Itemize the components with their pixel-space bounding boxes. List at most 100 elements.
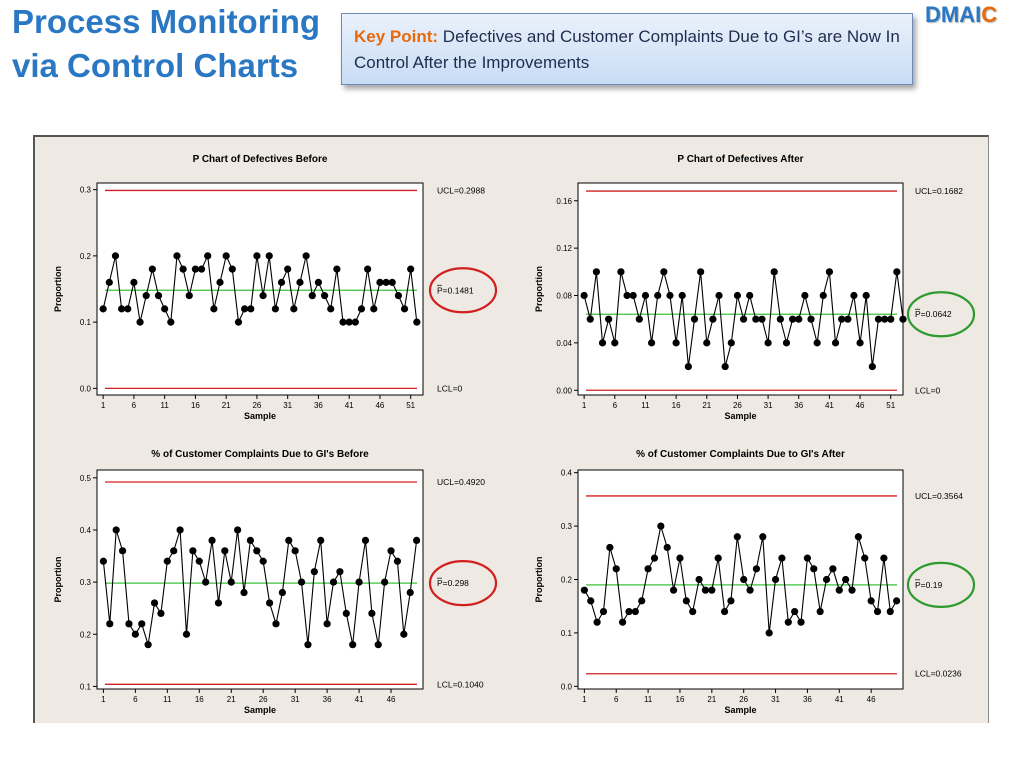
chart-4-ytick-label: 0.2	[561, 576, 573, 585]
chart-3-data-point	[265, 599, 274, 607]
chart-1-data-point	[222, 252, 230, 260]
chart-1-xlabel: Sample	[244, 411, 276, 421]
chart-2-data-point	[733, 291, 742, 300]
chart-4-xtick-label: 26	[739, 695, 748, 704]
chart-2-data-point	[715, 291, 723, 300]
chart-4-ytick-label: 0.1	[561, 629, 573, 638]
chart-4-data-point	[625, 607, 633, 616]
chart-1-xtick-label: 1	[101, 401, 106, 410]
chart-1-data-point	[154, 292, 163, 300]
chart-2-lcl-label: LCL=0	[915, 385, 941, 395]
chart-1-data-point	[179, 265, 187, 273]
chart-4-data-point	[829, 565, 837, 573]
chart-2-data-point	[881, 315, 889, 323]
chart-1-data-point	[197, 265, 206, 273]
chart-1-xtick-label: 46	[375, 401, 384, 410]
chart-1-data-point	[259, 292, 267, 300]
chart-1-center-label: P=0.1481	[437, 285, 474, 295]
chart-1-series-line	[102, 253, 418, 325]
chart-2-xtick-label: 31	[764, 401, 773, 410]
chart-4-data-point	[771, 575, 780, 584]
chart-2-data-point	[684, 362, 692, 371]
chart-1-data-point	[247, 305, 255, 313]
chart-2-xtick-label: 11	[641, 401, 650, 410]
key-point-callout: Key Point: Defectives and Customer Compl…	[341, 13, 913, 85]
chart-2-xtick-label: 6	[613, 401, 618, 410]
chart-3-xtick-label: 26	[259, 695, 268, 704]
chart-4-data-point	[810, 565, 818, 573]
chart-3-data-point	[310, 568, 318, 576]
chart-1-data-point	[191, 265, 200, 273]
chart-4-data-point	[861, 554, 869, 562]
chart-2-data-point	[697, 268, 705, 276]
chart-4-data-point	[873, 607, 882, 616]
chart-1-data-point	[234, 318, 243, 326]
chart-2-data-point	[893, 268, 901, 276]
chart-2-data-point	[586, 315, 594, 323]
chart-3-data-point	[150, 599, 159, 607]
chart-2-data-point	[856, 339, 864, 347]
chart-1-data-point	[142, 292, 150, 300]
chart-1-plot-area	[96, 182, 424, 396]
chart-2-data-point	[899, 315, 907, 323]
chart-3-ylabel: Proportion	[53, 557, 63, 603]
chart-4-data-point	[816, 607, 824, 616]
chart-1-xtick-label: 21	[222, 401, 231, 410]
chart-2-highlight-ellipse	[906, 291, 976, 338]
chart-2-data-point	[850, 291, 858, 300]
chart-2-data-point	[629, 291, 637, 300]
chart-3-data-point	[125, 620, 133, 628]
chart-4-ytick-label: 0.0	[561, 682, 573, 691]
chart-3-data-point	[99, 557, 107, 565]
chart-1-ylabel: Proportion	[53, 266, 63, 312]
chart-1-ytick-label: 0.2	[80, 252, 92, 261]
chart-1-data-point	[296, 278, 304, 286]
chart-1-data-point	[253, 252, 261, 260]
chart-1-ytick-label: 0.3	[80, 186, 92, 195]
chart-4-ylabel: Proportion	[534, 557, 544, 603]
chart-2-data-point	[727, 339, 735, 347]
chart-3-data-point	[246, 536, 255, 544]
chart-2-xlabel: Sample	[724, 411, 756, 421]
chart-3-data-point	[259, 557, 267, 565]
chart-2-data-point	[605, 315, 613, 323]
chart-1-data-point	[130, 278, 138, 286]
chart-1-data-point	[161, 305, 169, 313]
chart-3-data-point	[387, 547, 395, 555]
chart-4-xtick-label: 6	[614, 695, 619, 704]
chart-4-data-point	[676, 554, 684, 562]
chart-3-xlabel: Sample	[244, 705, 276, 715]
chart-2-center-label: P=0.0642	[915, 309, 952, 319]
chart-3-data-point	[406, 588, 414, 597]
chart-2-data-point	[641, 291, 650, 300]
chart-3-data-point	[182, 630, 191, 638]
chart-3-data-point	[214, 599, 223, 607]
chart-3-ytick-label: 0.3	[80, 578, 92, 587]
chart-4-data-point	[650, 554, 659, 562]
chart-2-data-point	[739, 315, 748, 323]
chart-3-data-point	[342, 609, 350, 617]
chart-1-data-point	[167, 318, 175, 326]
chart-3-ucl-label: UCL=0.4920	[437, 477, 485, 487]
chart-4-data-point	[835, 586, 843, 594]
chart-1-data-point	[388, 278, 396, 286]
chart-3-data-point	[368, 609, 376, 617]
charts-panel: P Chart of Defectives Before 0.0 0.1 0.2 0.3…	[33, 135, 989, 723]
chart-4-data-point	[797, 618, 805, 626]
chart-2-ytick-label: 0.04	[556, 339, 572, 348]
chart-4-data-point	[880, 554, 888, 562]
chart-3-data-point	[118, 547, 127, 555]
chart-1-lcl-label: LCL=0	[437, 383, 463, 393]
chart-3-xtick-label: 1	[101, 695, 106, 704]
chart-2-data-point	[764, 339, 772, 347]
chart-2-data-point	[703, 339, 711, 347]
chart-3-data-point	[349, 641, 357, 649]
chart-1-xtick-label: 41	[345, 401, 354, 410]
chart-2-title: P Chart of Defectives After	[677, 154, 803, 165]
dmaic-logo-prefix: DMAI	[925, 2, 982, 27]
chart-4-data-point	[612, 565, 620, 573]
chart-4-data-point	[593, 618, 601, 626]
chart-3-data-point	[202, 578, 210, 586]
chart-1-xtick-label: 16	[191, 401, 200, 410]
chart-1-data-point	[320, 292, 329, 300]
